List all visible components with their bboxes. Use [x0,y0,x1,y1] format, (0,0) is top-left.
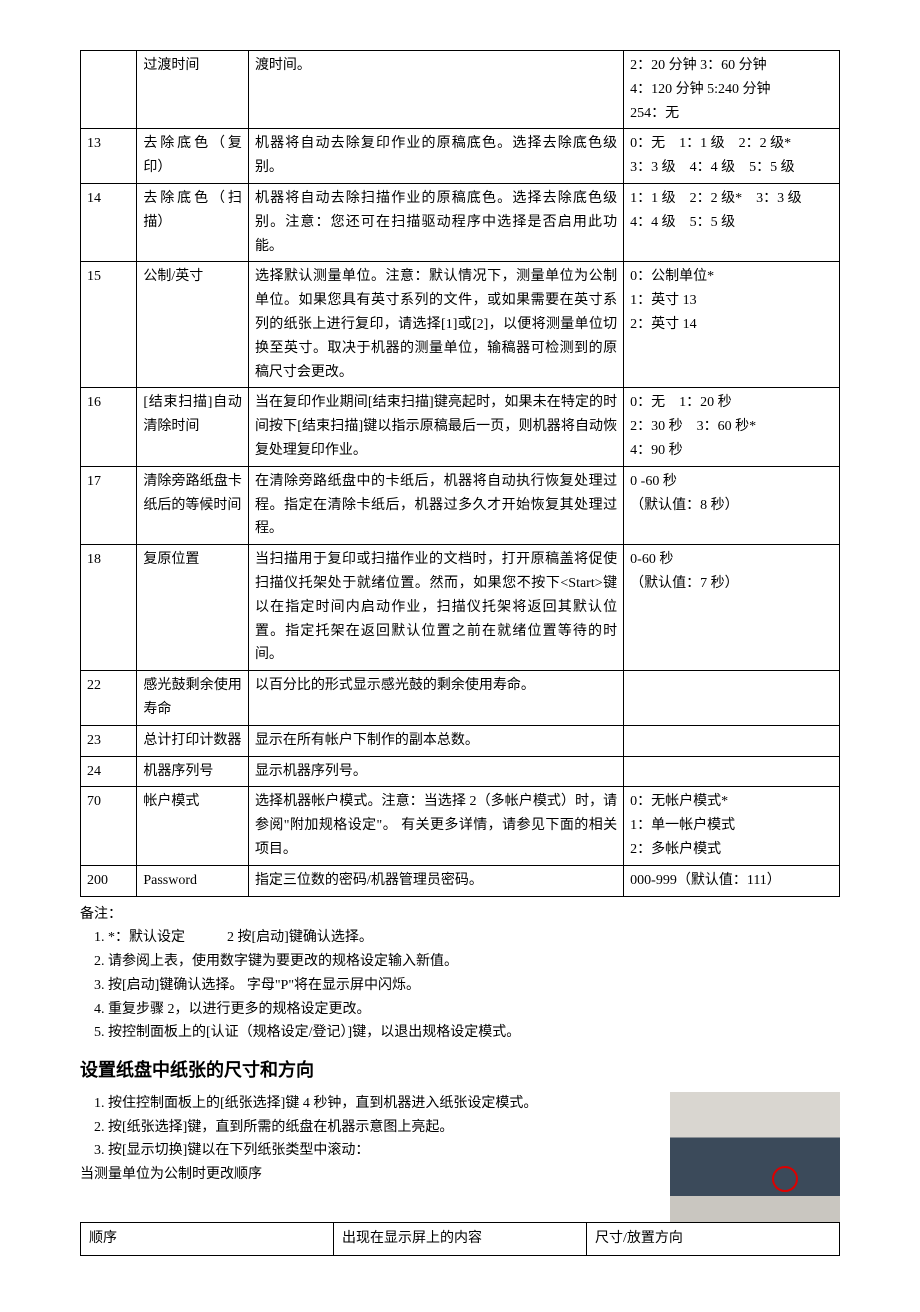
after-steps-text: 当测量单位为公制时更改顺序 [80,1163,660,1187]
table-row: 17清除旁路纸盘卡纸后的等候时间在清除旁路纸盘中的卡纸后，机器将自动执行恢复处理… [81,466,840,544]
printer-photo [670,1092,840,1222]
table-row: 过渡时间渡时间。2：20 分钟 3：60 分钟 4：120 分钟 5:240 分… [81,51,840,129]
steps-list: 按住控制面板上的[纸张选择]键 4 秒钟，直到机器进入纸张设定模式。按[纸张选择… [80,1092,660,1163]
cell-desc: 指定三位数的密码/机器管理员密码。 [248,865,623,896]
table-row: 24机器序列号显示机器序列号。 [81,756,840,787]
step-item: 按住控制面板上的[纸张选择]键 4 秒钟，直到机器进入纸张设定模式。 [108,1092,660,1116]
note-item: 按[启动]键确认选择。 字母"P"将在显示屏中闪烁。 [108,974,840,998]
cell-opts: 0-60 秒 （默认值：7 秒） [624,545,840,671]
cell-name: 总计打印计数器 [137,725,249,756]
cell-id: 17 [81,466,137,544]
cell-id: 22 [81,671,137,726]
notes-label: 备注： [80,903,840,927]
table-row: 22感光鼓剩余使用寿命以百分比的形式显示感光鼓的剩余使用寿命。 [81,671,840,726]
cell-opts: 0：无 1：1 级 2：2 级* 3：3 级 4：4 级 5：5 级 [624,129,840,184]
cell-name: 机器序列号 [137,756,249,787]
cell-desc: 显示机器序列号。 [248,756,623,787]
order-table-header: 出现在显示屏上的内容 [334,1222,587,1255]
cell-desc: 以百分比的形式显示感光鼓的剩余使用寿命。 [248,671,623,726]
table-row: 15公制/英寸选择默认测量单位。注意：默认情况下，测量单位为公制单位。如果您具有… [81,262,840,388]
cell-id: 70 [81,787,137,865]
cell-name: 去除底色（复印） [137,129,249,184]
cell-opts: 0：无 1：20 秒 2：30 秒 3：60 秒* 4：90 秒 [624,388,840,466]
note-item: 重复步骤 2，以进行更多的规格设定更改。 [108,998,840,1022]
table-row: 23总计打印计数器显示在所有帐户下制作的副本总数。 [81,725,840,756]
cell-name: 感光鼓剩余使用寿命 [137,671,249,726]
cell-name: 复原位置 [137,545,249,671]
section-heading: 设置纸盘中纸张的尺寸和方向 [80,1055,840,1086]
cell-desc: 在清除旁路纸盘中的卡纸后，机器将自动执行恢复处理过程。指定在清除卡纸后，机器过多… [248,466,623,544]
table-row: 70帐户模式选择机器帐户模式。注意：当选择 2（多帐户模式）时，请参阅"附加规格… [81,787,840,865]
step-item: 按[纸张选择]键，直到所需的纸盘在机器示意图上亮起。 [108,1116,660,1140]
cell-opts [624,756,840,787]
cell-desc: 选择机器帐户模式。注意：当选择 2（多帐户模式）时，请参阅"附加规格设定"。 有… [248,787,623,865]
cell-name: 公制/英寸 [137,262,249,388]
cell-id [81,51,137,129]
cell-id: 13 [81,129,137,184]
cell-name: 帐户模式 [137,787,249,865]
table-row: 16[结束扫描]自动清除时间当在复印作业期间[结束扫描]键亮起时，如果未在特定的… [81,388,840,466]
cell-id: 23 [81,725,137,756]
cell-desc: 当在复印作业期间[结束扫描]键亮起时，如果未在特定的时间按下[结束扫描]键以指示… [248,388,623,466]
cell-opts: 000-999（默认值：111） [624,865,840,896]
order-table-header: 顺序 [81,1222,334,1255]
cell-id: 18 [81,545,137,671]
cell-opts: 0 -60 秒 （默认值：8 秒） [624,466,840,544]
table-row: 18复原位置当扫描用于复印或扫描作业的文档时，打开原稿盖将促使扫描仪托架处于就绪… [81,545,840,671]
cell-id: 14 [81,183,137,261]
order-table: 顺序 出现在显示屏上的内容 尺寸/放置方向 [80,1222,840,1256]
notes-list: *：默认设定 2 按[启动]键确认选择。请参阅上表，使用数字键为要更改的规格设定… [80,926,840,1045]
cell-id: 200 [81,865,137,896]
step-item: 按[显示切换]键以在下列纸张类型中滚动： [108,1139,660,1163]
note-item: *：默认设定 2 按[启动]键确认选择。 [108,926,840,950]
cell-desc: 显示在所有帐户下制作的副本总数。 [248,725,623,756]
table-row: 13去除底色（复印）机器将自动去除复印作业的原稿底色。选择去除底色级别。0：无 … [81,129,840,184]
cell-name: 清除旁路纸盘卡纸后的等候时间 [137,466,249,544]
table-row: 200Password指定三位数的密码/机器管理员密码。000-999（默认值：… [81,865,840,896]
cell-opts: 0：无帐户模式* 1：单一帐户模式 2：多帐户模式 [624,787,840,865]
cell-desc: 渡时间。 [248,51,623,129]
cell-opts: 2：20 分钟 3：60 分钟 4：120 分钟 5:240 分钟 254：无 [624,51,840,129]
cell-name: [结束扫描]自动清除时间 [137,388,249,466]
cell-desc: 机器将自动去除复印作业的原稿底色。选择去除底色级别。 [248,129,623,184]
cell-id: 15 [81,262,137,388]
note-item: 按控制面板上的[认证（规格设定/登记）]键，以退出规格设定模式。 [108,1021,840,1045]
cell-opts [624,671,840,726]
cell-name: Password [137,865,249,896]
table-row: 14去除底色（扫描）机器将自动去除扫描作业的原稿底色。选择去除底色级别。注意：您… [81,183,840,261]
cell-opts [624,725,840,756]
cell-desc: 选择默认测量单位。注意：默认情况下，测量单位为公制单位。如果您具有英寸系列的文件… [248,262,623,388]
cell-name: 过渡时间 [137,51,249,129]
cell-name: 去除底色（扫描） [137,183,249,261]
cell-id: 24 [81,756,137,787]
cell-opts: 1：1 级 2：2 级* 3：3 级 4：4 级 5：5 级 [624,183,840,261]
cell-opts: 0：公制单位* 1：英寸 13 2：英寸 14 [624,262,840,388]
order-table-header: 尺寸/放置方向 [587,1222,840,1255]
note-item: 请参阅上表，使用数字键为要更改的规格设定输入新值。 [108,950,840,974]
cell-desc: 机器将自动去除扫描作业的原稿底色。选择去除底色级别。注意：您还可在扫描驱动程序中… [248,183,623,261]
settings-table: 过渡时间渡时间。2：20 分钟 3：60 分钟 4：120 分钟 5:240 分… [80,50,840,897]
cell-id: 16 [81,388,137,466]
cell-desc: 当扫描用于复印或扫描作业的文档时，打开原稿盖将促使扫描仪托架处于就绪位置。然而，… [248,545,623,671]
